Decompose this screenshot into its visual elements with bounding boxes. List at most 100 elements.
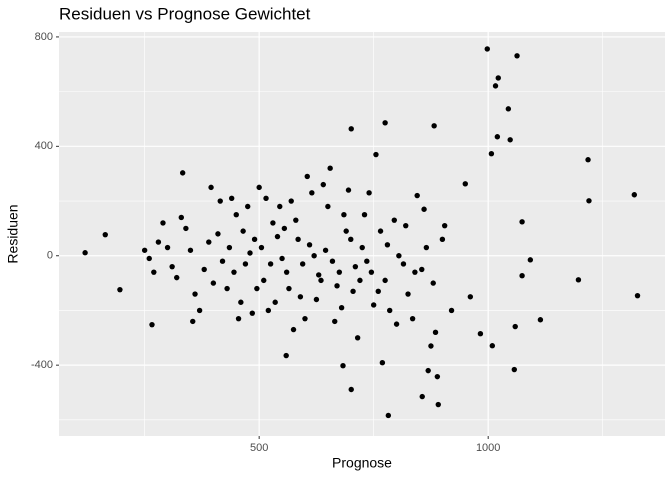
point (174, 274, 180, 281)
point (348, 386, 354, 393)
y-tick-label: 800 (35, 31, 53, 43)
point (320, 181, 326, 188)
point (238, 299, 244, 305)
point (462, 181, 468, 187)
point (488, 151, 495, 157)
point (267, 261, 274, 267)
point (495, 75, 501, 81)
point (295, 236, 301, 243)
point (477, 331, 484, 337)
point (311, 253, 317, 259)
point (117, 286, 123, 293)
point (245, 203, 251, 210)
point (192, 291, 198, 297)
point (434, 373, 441, 380)
point (270, 220, 276, 226)
point (160, 220, 166, 226)
point (183, 225, 189, 232)
point (514, 53, 520, 59)
point (146, 255, 152, 262)
point (190, 318, 196, 325)
y-tick-label: 400 (35, 140, 53, 152)
point (102, 231, 108, 238)
point (492, 83, 499, 89)
y-tick-label: 0 (47, 250, 53, 262)
point (242, 261, 249, 267)
point (400, 261, 407, 267)
point (217, 198, 223, 204)
point (240, 228, 246, 234)
point (494, 134, 501, 140)
point (391, 217, 397, 223)
point (228, 195, 235, 202)
point (382, 120, 388, 126)
point (224, 285, 230, 292)
point (206, 239, 212, 245)
point (511, 366, 518, 373)
point (412, 269, 418, 275)
point (352, 263, 359, 270)
point (519, 273, 525, 279)
point (350, 288, 356, 295)
point (279, 255, 285, 262)
point (405, 291, 411, 297)
point (313, 296, 320, 303)
point (419, 393, 425, 400)
point (519, 219, 525, 225)
point (258, 244, 265, 251)
point (403, 222, 409, 229)
point (277, 203, 283, 210)
point (489, 343, 496, 349)
point (196, 307, 203, 314)
point (274, 233, 281, 240)
point (393, 321, 400, 327)
point (254, 285, 260, 292)
point (334, 283, 340, 289)
point (141, 247, 148, 253)
point (288, 198, 294, 204)
point (341, 212, 347, 218)
point (283, 352, 289, 359)
point (414, 192, 420, 199)
point (304, 173, 310, 180)
point (336, 269, 343, 275)
point (586, 198, 592, 204)
point (361, 212, 368, 218)
point (322, 247, 329, 253)
point (338, 305, 345, 311)
point (316, 272, 322, 278)
point (359, 244, 365, 251)
point (634, 292, 641, 299)
point (281, 225, 288, 232)
point (348, 236, 354, 243)
point (329, 258, 336, 264)
point (425, 367, 431, 374)
point (375, 288, 381, 295)
point (585, 157, 591, 163)
point (265, 307, 272, 314)
point (382, 277, 388, 284)
point (251, 236, 258, 243)
point (419, 266, 425, 273)
point (421, 206, 427, 212)
point (231, 269, 237, 275)
point (439, 236, 446, 243)
point (164, 244, 171, 251)
point (435, 401, 441, 408)
panel (59, 32, 665, 436)
point (345, 187, 352, 193)
point (149, 321, 155, 328)
point (327, 165, 333, 171)
point (219, 258, 226, 264)
point (208, 184, 214, 191)
point (272, 299, 278, 305)
point (178, 214, 184, 221)
point (527, 257, 534, 263)
point (249, 310, 255, 316)
point (235, 315, 242, 322)
point (318, 277, 324, 284)
point (370, 302, 377, 308)
point (354, 335, 361, 341)
point (430, 280, 436, 286)
